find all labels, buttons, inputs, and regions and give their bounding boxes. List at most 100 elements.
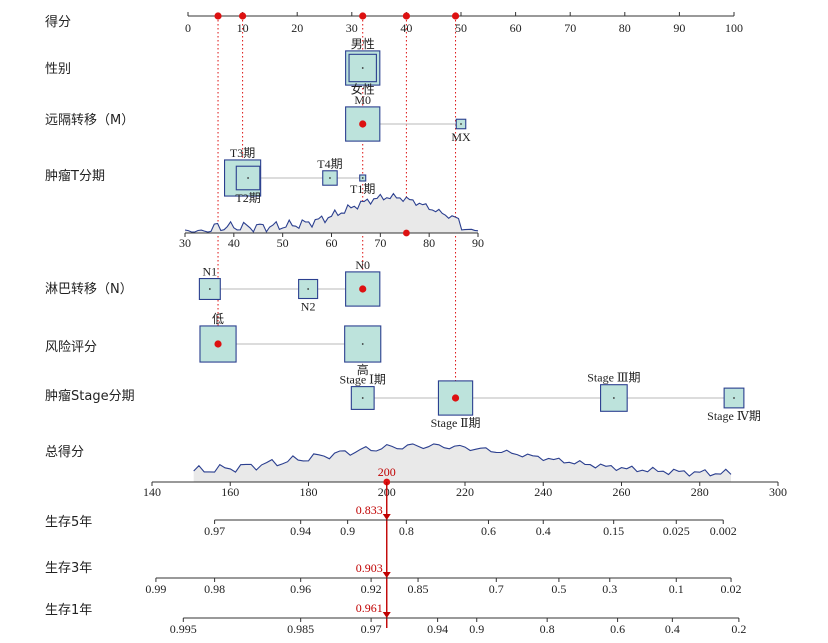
survival-axis-tick-label: 0.99 — [145, 582, 166, 596]
t-level-label: T3期 — [230, 146, 255, 160]
survival-predicted-label: 0.903 — [356, 561, 383, 575]
stage-level-label: Stage Ⅱ期 — [431, 416, 481, 430]
survival-axis-tick-label: 0.1 — [669, 582, 684, 596]
risk-label: 风险评分 — [45, 340, 97, 355]
n-level-label: N2 — [301, 300, 316, 314]
total-density-area — [193, 443, 731, 482]
points-axis-tick-label: 100 — [725, 21, 743, 35]
survival-axis-tick-label: 0.96 — [290, 582, 311, 596]
points-axis-tick-label: 70 — [564, 21, 576, 35]
survival-axis-tick-label: 0.8 — [540, 622, 555, 636]
age-axis-tick-label: 50 — [277, 236, 289, 250]
total-axis-label: 总得分 — [45, 444, 84, 460]
stage-level-label: Stage Ⅰ期 — [340, 373, 386, 387]
points-axis-marker — [239, 12, 247, 20]
total-axis-tick-label: 260 — [613, 485, 631, 499]
age-axis-tick-label: 90 — [472, 236, 484, 250]
survival-axis-tick-label: 0.995 — [170, 622, 197, 636]
t-level-label: T1期 — [350, 182, 375, 196]
m-label: 远隔转移（M） — [45, 113, 134, 128]
points-axis-tick-label: 0 — [185, 21, 191, 35]
m-selected-marker — [359, 120, 367, 128]
stage-level-center — [612, 397, 615, 399]
total-axis-tick-label: 280 — [691, 485, 709, 499]
survival-axis-tick-label: 0.97 — [361, 622, 382, 636]
survival-axis-tick-label: 0.5 — [551, 582, 566, 596]
stage-label: 肿瘤Stage分期 — [45, 388, 135, 404]
survival-axis-tick-label: 0.6 — [481, 524, 496, 538]
n-level-center — [307, 288, 310, 290]
age-density-line — [184, 192, 479, 233]
points-axis-marker — [359, 12, 367, 20]
m-level-center — [460, 123, 462, 125]
survival-axis-tick-label: 0.6 — [610, 622, 625, 636]
survival-axis-label: 生存1年 — [45, 603, 92, 618]
n-selected-marker — [359, 285, 367, 293]
stage-level-center — [361, 397, 364, 399]
total-axis-tick-label: 180 — [300, 485, 318, 499]
points-axis-tick-label: 80 — [619, 21, 631, 35]
survival-axis-tick-label: 0.98 — [204, 582, 225, 596]
t-level-label: T2期 — [235, 191, 260, 205]
survival-axis-tick-label: 0.7 — [489, 582, 504, 596]
survival-axis-tick-label: 0.025 — [663, 524, 690, 538]
points-axis-marker — [214, 12, 222, 20]
risk-level-label: 高 — [357, 362, 369, 377]
age-axis-tick-label: 30 — [179, 236, 191, 250]
survival-axis-tick-label: 0.3 — [602, 582, 617, 596]
points-axis-label: 得分 — [45, 14, 71, 30]
survival-axis-tick-label: 0.2 — [731, 622, 746, 636]
survival-axis-tick-label: 0.002 — [710, 524, 737, 538]
age-axis-tick-label: 60 — [326, 236, 338, 250]
m-level-label: MX — [451, 130, 471, 144]
n-label: 淋巴转移（N） — [45, 282, 133, 297]
total-axis-tick-label: 240 — [534, 485, 552, 499]
age-density-area — [185, 193, 478, 233]
survival-axis-label: 生存5年 — [45, 515, 92, 530]
total-density-line — [193, 443, 732, 477]
risk-level-label: 低 — [212, 312, 224, 326]
sex-level-label: 男性 — [351, 37, 375, 51]
stage-level-center — [733, 397, 735, 399]
total-axis-tick-label: 140 — [143, 485, 161, 499]
sex-level-center — [361, 67, 364, 69]
survival-axis-tick-label: 0.985 — [287, 622, 314, 636]
stage-selected-marker — [451, 394, 460, 402]
risk-level-center — [361, 343, 364, 345]
survival-arrowhead — [382, 612, 391, 618]
n-level-label: N1 — [203, 265, 218, 279]
survival-axis-tick-label: 0.15 — [603, 524, 624, 538]
points-axis-tick-label: 90 — [673, 21, 685, 35]
survival-axis-tick-label: 0.94 — [427, 622, 448, 636]
survival-axis-tick-label: 0.85 — [408, 582, 429, 596]
survival-predicted-label: 0.833 — [356, 503, 383, 517]
t-level-center — [247, 177, 249, 179]
age-axis-tick-label: 40 — [228, 236, 240, 250]
stage-level-label: Stage Ⅲ期 — [587, 371, 640, 385]
total-axis-tick-label: 220 — [456, 485, 474, 499]
survival-axis-label: 生存3年 — [45, 561, 92, 576]
t-label: 肿瘤T分期 — [45, 168, 105, 184]
survival-arrowhead — [382, 514, 391, 520]
t-level-label: T4期 — [317, 157, 342, 171]
survival-axis-tick-label: 0.4 — [665, 622, 680, 636]
total-axis-tick-label: 300 — [769, 485, 787, 499]
survival-axis-tick-label: 0.97 — [204, 524, 225, 538]
survival-arrowhead — [382, 572, 391, 578]
total-selected-label: 200 — [378, 465, 396, 479]
survival-axis-tick-label: 0.9 — [469, 622, 484, 636]
m-level-label: M0 — [354, 93, 371, 107]
survival-axis-tick-label: 0.8 — [399, 524, 414, 538]
n-level-label: N0 — [355, 258, 370, 272]
points-axis-tick-label: 60 — [510, 21, 522, 35]
points-axis-tick-label: 20 — [291, 21, 303, 35]
sex-label: 性别 — [45, 62, 71, 77]
survival-axis-tick-label: 0.94 — [290, 524, 311, 538]
survival-axis-tick-label: 0.92 — [361, 582, 382, 596]
risk-selected-marker — [214, 340, 222, 348]
t-level-center — [361, 177, 364, 179]
survival-axis-tick-label: 0.4 — [536, 524, 551, 538]
survival-predicted-label: 0.961 — [356, 601, 383, 615]
